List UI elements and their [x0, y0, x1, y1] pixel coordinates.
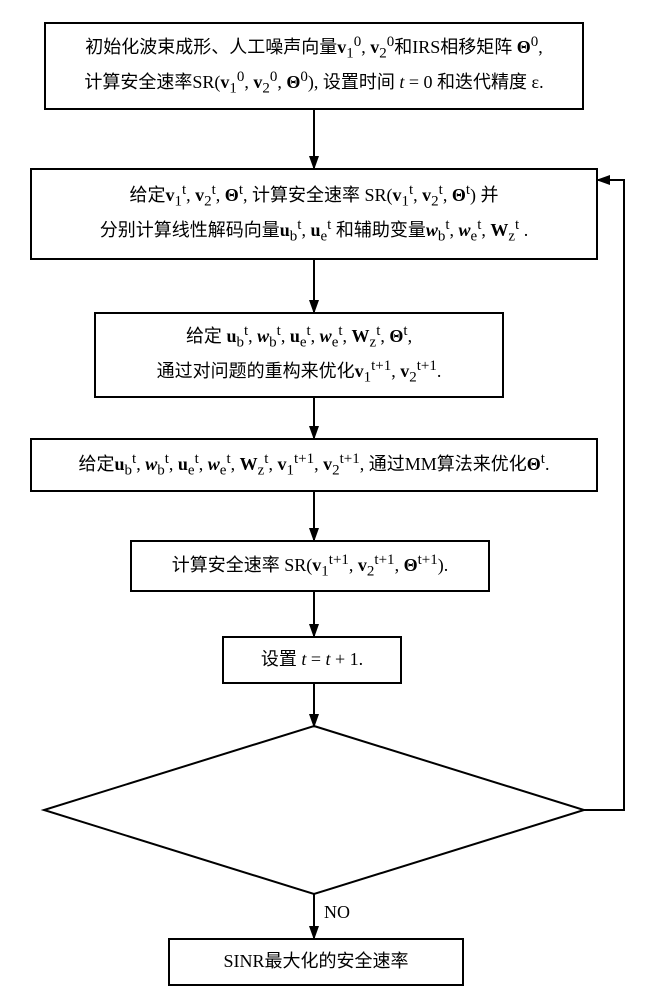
node-compute-sr-text: 计算安全速率 SR(v1t+1, v2t+1, Θt+1). [172, 549, 448, 584]
node-optimize-v-text: 给定 ubt, wbt, uet, wet, Wzt, Θt,通过对问题的重构来… [157, 320, 442, 390]
label-yes: NO [324, 902, 350, 923]
node-optimize-theta-text: 给定ubt, wbt, uet, wet, Wzt, v1t+1, v2t+1,… [79, 448, 550, 483]
edge-no-loop [584, 180, 624, 810]
decision-content: 判断 |SR(v1t+1, v2t+1, Θt+1) − SR(v1t, v2t… [64, 744, 564, 836]
node-given-compute-text: 给定v1t, v2t, Θt, 计算安全速率 SR(v1t, v2t, Θt) … [100, 179, 528, 249]
node-increment-t-text: 设置 t = t + 1. [261, 646, 363, 674]
node-result: SINR最大化的安全速率 [168, 938, 464, 986]
decision-numerator: |SR(v1t+1, v2t+1, Θt+1) − SR(v1t, v2t, Θ… [139, 771, 428, 804]
flowchart-canvas: 初始化波束成形、人工噪声向量v10, v20和IRS相移矩阵 Θ0,计算安全速率… [0, 0, 648, 1000]
node-optimize-v: 给定 ubt, wbt, uet, wet, Wzt, Θt,通过对问题的重构来… [94, 312, 504, 398]
decision-formula: |SR(v1t+1, v2t+1, Θt+1) − SR(v1t, v2t, Θ… [139, 771, 489, 836]
decision-denominator: SR(v1t+1, v2t+1, Θt+1) [139, 804, 428, 836]
node-optimize-theta: 给定ubt, wbt, uet, wet, Wzt, v1t+1, v2t+1,… [30, 438, 598, 492]
node-compute-sr: 计算安全速率 SR(v1t+1, v2t+1, Θt+1). [130, 540, 490, 592]
connector-layer [0, 0, 648, 1000]
decision-tail: ≤ εsinr ? [435, 790, 489, 817]
decision-title: 判断 [64, 744, 564, 767]
node-given-compute: 给定v1t, v2t, Θt, 计算安全速率 SR(v1t, v2t, Θt) … [30, 168, 598, 260]
node-init: 初始化波束成形、人工噪声向量v10, v20和IRS相移矩阵 Θ0,计算安全速率… [44, 22, 584, 110]
node-result-text: SINR最大化的安全速率 [223, 948, 408, 976]
node-increment-t: 设置 t = t + 1. [222, 636, 402, 684]
node-init-text: 初始化波束成形、人工噪声向量v10, v20和IRS相移矩阵 Θ0,计算安全速率… [84, 31, 543, 101]
